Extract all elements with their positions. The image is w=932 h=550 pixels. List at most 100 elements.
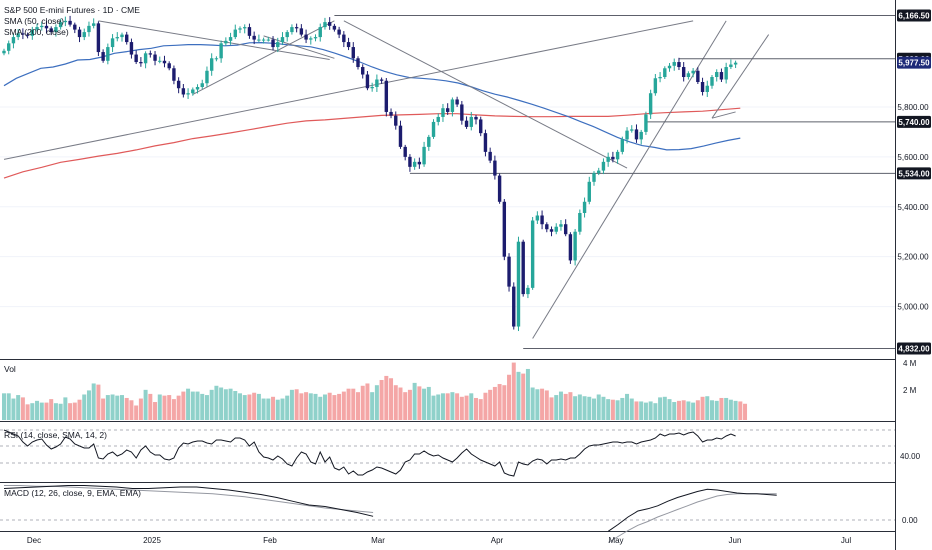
candle-body	[73, 24, 77, 30]
candle-body	[507, 256, 511, 287]
volume-bars	[2, 362, 748, 420]
candle-body	[162, 60, 167, 64]
volume-bar	[535, 389, 540, 420]
volume-bar	[643, 402, 648, 420]
candle-body	[530, 220, 535, 288]
candle-body	[634, 129, 639, 140]
candle-body	[106, 47, 110, 61]
candle	[266, 36, 271, 42]
volume-bar	[714, 400, 719, 420]
candle-body	[261, 39, 266, 41]
volume-bar	[346, 388, 351, 420]
candle	[294, 23, 299, 33]
volume-bar	[153, 402, 158, 420]
volume-bar	[658, 397, 663, 420]
candle-body	[30, 29, 35, 36]
volume-bar	[285, 395, 290, 420]
candle-body	[488, 151, 492, 161]
candle	[186, 88, 190, 99]
candle	[568, 232, 573, 264]
candle-body	[441, 108, 445, 117]
volume-bar	[341, 391, 346, 420]
candle-body	[176, 80, 181, 89]
volume-bar	[138, 398, 143, 420]
candle-body	[290, 27, 294, 33]
candle-body	[615, 151, 620, 160]
candle-body	[323, 22, 327, 28]
candle	[200, 79, 204, 89]
candle	[101, 49, 105, 63]
volume-bar	[219, 387, 224, 420]
candle	[11, 33, 16, 49]
trendline	[3, 20, 694, 160]
volume-bar	[710, 400, 714, 420]
candle	[582, 197, 587, 218]
volume-bar	[91, 383, 96, 420]
trendline	[98, 20, 330, 61]
volume-bar	[242, 395, 247, 420]
candle	[280, 32, 285, 46]
price-axis[interactable]: 6,166.505,993.005,977.505,740.005,534.00…	[897, 9, 931, 526]
volume-bar	[417, 386, 422, 420]
candle	[125, 31, 129, 45]
candle-body	[483, 133, 488, 152]
volume-bar	[426, 386, 431, 420]
macd-signal-line	[4, 485, 374, 513]
candle-body	[469, 116, 473, 127]
trendline-drawings[interactable]	[3, 20, 770, 339]
volume-bar	[271, 396, 276, 420]
candle	[540, 210, 544, 230]
candle	[526, 285, 530, 299]
candle	[91, 18, 96, 29]
candle-body	[474, 116, 478, 120]
candle-body	[181, 88, 186, 95]
candle	[436, 113, 440, 126]
candle	[285, 30, 289, 42]
candle	[323, 17, 327, 30]
volume-bar	[568, 392, 573, 420]
volume-bar	[691, 402, 696, 420]
candle	[54, 24, 58, 37]
price-tick-label: 5,000.00	[897, 303, 929, 312]
candle	[653, 74, 658, 96]
candle	[658, 72, 662, 83]
candle	[361, 64, 365, 79]
volume-bar	[450, 392, 455, 420]
candle-body	[195, 86, 200, 90]
candle	[327, 17, 332, 30]
candle	[488, 147, 492, 164]
rsi-pane	[0, 429, 895, 477]
volume-bar	[488, 389, 493, 420]
candle	[356, 56, 360, 70]
volume-bar	[384, 375, 389, 420]
candle-body	[16, 33, 20, 38]
horizontal-levels[interactable]	[334, 15, 895, 349]
time-tick-label: Jun	[729, 536, 742, 545]
candle	[191, 87, 195, 96]
candle-body	[512, 286, 516, 327]
price-label-text: 6,166.50	[898, 12, 930, 21]
price-label: 6,166.50	[897, 9, 931, 22]
candle-body	[592, 173, 596, 182]
candle-body	[582, 201, 587, 214]
candle-body	[129, 42, 134, 55]
candle	[677, 57, 681, 71]
volume-bar	[322, 394, 327, 420]
volume-bar	[105, 395, 110, 420]
candle-body	[497, 175, 502, 202]
volume-bar	[120, 395, 124, 420]
candle-body	[578, 213, 582, 232]
candle	[611, 151, 615, 163]
candle	[16, 29, 20, 41]
candle	[106, 43, 110, 65]
volume-bar	[261, 398, 266, 420]
candle-body	[209, 58, 214, 71]
time-tick-label: May	[608, 536, 623, 545]
candle-body	[148, 53, 153, 55]
volume-bar	[511, 362, 516, 420]
time-axis[interactable]: Dec 2025 Feb Mar Apr May Jun Jul	[27, 536, 851, 545]
volume-bar	[676, 400, 681, 420]
candle-body	[54, 27, 58, 33]
volume-bar	[620, 397, 625, 420]
